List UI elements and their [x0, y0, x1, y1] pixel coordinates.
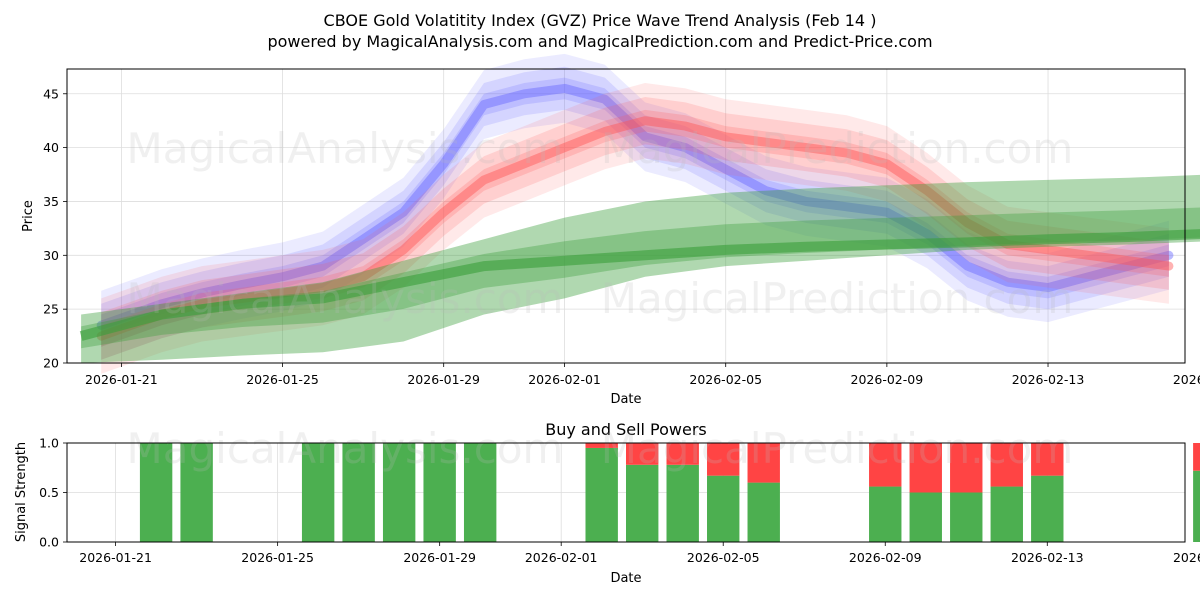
chart-title: CBOE Gold Volatitity Index (GVZ) Price W…: [324, 11, 877, 30]
watermark-signal-right: MagicalPrediction.com: [601, 424, 1074, 473]
price-x-tick-label: 2026-02-01: [528, 372, 601, 387]
signal-x-axis-label: Date: [610, 571, 641, 586]
signal-x-tick-label: 2026-01-25: [241, 550, 314, 565]
watermark-right: MagicalPrediction.com: [601, 124, 1074, 173]
buy-bar: [950, 492, 983, 542]
price-y-tick-label: 25: [43, 302, 59, 317]
sell-bar: [666, 443, 699, 465]
signal-y-tick-label: 1.0: [39, 436, 59, 451]
buy-bar: [707, 475, 740, 542]
signal-x-tick-label: 2026-01-21: [79, 550, 152, 565]
price-x-tick-label: 2026-01-25: [246, 372, 319, 387]
watermark-left: MagicalAnalysis.com: [127, 124, 564, 173]
price-y-tick-label: 20: [43, 356, 59, 371]
signal-x-tick-label: 2026-01-29: [403, 550, 476, 565]
watermark-right-lower: MagicalPrediction.com: [601, 274, 1074, 323]
price-watermark: MagicalAnalysis.com MagicalPrediction.co…: [127, 124, 1074, 323]
sell-bar: [1031, 443, 1064, 476]
sell-bar: [950, 443, 983, 493]
watermark-signal-left: MagicalAnalysis.com: [127, 424, 564, 473]
signal-y-tick-label: 0.5: [39, 485, 59, 500]
buy-bar: [909, 492, 942, 542]
buy-bar: [990, 486, 1023, 542]
signal-title: Buy and Sell Powers: [545, 420, 707, 439]
price-plot-background: [67, 69, 1185, 363]
buy-bar: [463, 443, 497, 542]
red-wave-band: [101, 83, 1169, 374]
buy-bar: [1193, 470, 1200, 542]
green-wave-band: [81, 174, 1200, 363]
sell-bar: [747, 443, 780, 483]
signal-x-tick-label: 2026-02-05: [687, 550, 760, 565]
sell-bar: [585, 443, 618, 448]
signal-y-tick-label: 0.0: [39, 535, 59, 550]
buy-bar: [1031, 475, 1064, 542]
sell-bar: [990, 443, 1023, 487]
buy-bar: [747, 482, 780, 542]
watermark-left-lower: MagicalAnalysis.com: [127, 274, 564, 323]
buy-bar: [342, 443, 375, 542]
buy-bar: [382, 443, 416, 542]
price-x-tick-label: 2026-02-05: [689, 372, 762, 387]
buy-bar: [585, 447, 618, 542]
price-y-tick-label: 30: [43, 248, 59, 263]
price-x-tick-label: 2026-02-17: [1173, 372, 1200, 387]
price-series: [79, 53, 1200, 374]
blue-wave-band: [101, 53, 1169, 360]
signal-watermark: MagicalAnalysis.com MagicalPrediction.co…: [127, 424, 1074, 473]
price-y-tick-label: 45: [43, 86, 59, 101]
buy-bar: [180, 443, 213, 542]
signal-x-tick-label: 2026-02-17: [1173, 550, 1200, 565]
green-wave-line: [79, 229, 1200, 341]
blue-wave-band: [101, 77, 1169, 337]
buy-bar: [301, 443, 335, 542]
sell-bar: [1193, 443, 1200, 471]
price-x-tick-label: 2026-01-29: [407, 372, 480, 387]
signal-bars: [139, 443, 1200, 542]
sell-bar: [707, 443, 740, 476]
chart-subtitle: powered by MagicalAnalysis.com and Magic…: [267, 32, 932, 51]
price-y-tick-label: 40: [43, 140, 59, 155]
signal-panel: Buy and Sell Powers MagicalAnalysis.com …: [14, 420, 1200, 586]
price-x-tick-label: 2026-01-21: [85, 372, 158, 387]
red-wave-band: [101, 109, 1169, 347]
signal-x-tick-label: 2026-02-09: [849, 550, 922, 565]
signal-ticks: 2026-01-21 2026-01-25 2026-01-29 2026-02-01…: [39, 436, 1200, 566]
sell-bar: [869, 443, 902, 487]
buy-bar: [666, 464, 699, 542]
blue-wave-line: [96, 83, 1174, 330]
price-y-tick-label: 35: [43, 194, 59, 209]
signal-y-axis-label: Signal Strength: [14, 442, 29, 542]
buy-bar: [869, 486, 902, 542]
price-x-tick-label: 2026-02-13: [1012, 372, 1085, 387]
sell-bar: [909, 443, 942, 493]
price-plot-frame: [66, 68, 1186, 364]
sell-bar: [626, 443, 659, 465]
price-y-axis-label: Price: [21, 200, 36, 232]
buy-bar: [423, 443, 456, 542]
signal-x-tick-label: 2026-02-13: [1011, 550, 1084, 565]
buy-bar: [139, 443, 173, 542]
price-wave-panel: MagicalAnalysis.com MagicalPrediction.co…: [21, 53, 1200, 407]
price-x-axis-label: Date: [610, 392, 641, 407]
signal-x-tick-label: 2026-02-01: [525, 550, 598, 565]
blue-wave-band: [101, 66, 1169, 347]
buy-bar: [626, 464, 659, 542]
price-x-tick-label: 2026-02-09: [851, 372, 924, 387]
price-ticks: 2026-01-21 2026-01-25 2026-01-29 2026-02-01…: [43, 86, 1200, 387]
